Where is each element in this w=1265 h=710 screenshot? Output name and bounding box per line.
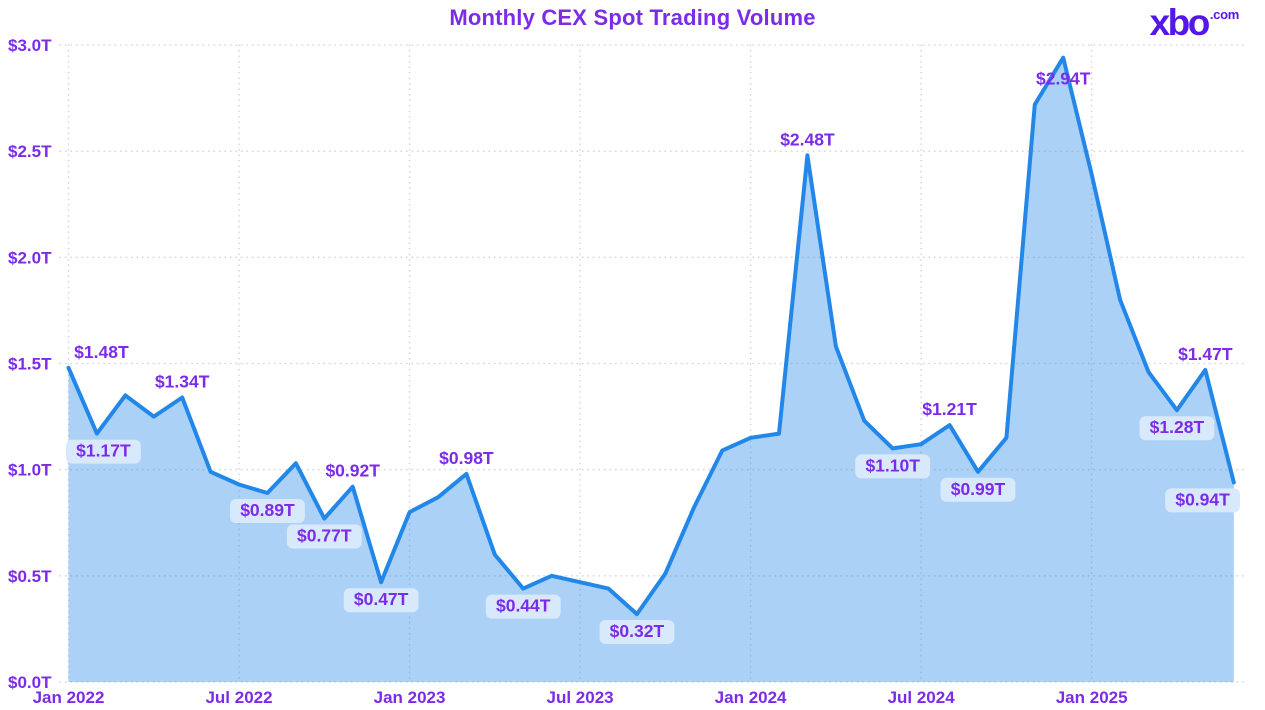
x-axis-label: Jan 2025 xyxy=(1056,688,1128,707)
data-label: $1.10T xyxy=(865,455,920,475)
y-axis-label: $0.5T xyxy=(8,567,52,586)
data-label: $0.44T xyxy=(496,596,551,616)
data-label-pill xyxy=(1165,488,1240,513)
data-label: $0.92T xyxy=(325,461,380,481)
data-label-pill xyxy=(1139,416,1215,441)
data-label: $1.47T xyxy=(1178,344,1233,364)
y-axis-label: $1.5T xyxy=(8,355,52,374)
data-label: $2.94T xyxy=(1036,69,1091,89)
data-label-pill xyxy=(230,499,305,524)
xbo-logo-name: xbo xyxy=(1149,2,1211,43)
data-label: $0.32T xyxy=(610,621,665,641)
x-axis-label: Jan 2023 xyxy=(374,688,446,707)
data-label: $1.28T xyxy=(1150,417,1205,437)
data-label: $0.89T xyxy=(240,500,295,520)
xbo-logo-tld: .com xyxy=(1209,7,1239,22)
data-label: $2.48T xyxy=(780,129,835,149)
data-label: $0.94T xyxy=(1175,489,1230,509)
volume-area xyxy=(68,57,1234,682)
data-label-pill xyxy=(343,588,419,613)
data-label: $1.21T xyxy=(922,399,977,419)
x-axis-label: Jan 2024 xyxy=(715,688,787,707)
data-label-pill xyxy=(66,439,141,464)
volume-line xyxy=(66,55,1236,617)
data-label: $0.47T xyxy=(354,589,409,609)
chart-title: Monthly CEX Spot Trading Volume xyxy=(449,5,816,30)
data-label: $1.17T xyxy=(76,441,131,461)
x-axis-label: Jan 2022 xyxy=(33,688,105,707)
x-axis-label: Jul 2023 xyxy=(547,688,614,707)
y-axis-label: $3.0T xyxy=(8,36,52,55)
y-axis-label: $1.0T xyxy=(8,461,52,480)
data-label-pill xyxy=(599,620,675,645)
data-label: $1.34T xyxy=(155,371,210,391)
xbo-logo: xbo .com xyxy=(1149,2,1240,43)
data-label-pill xyxy=(485,594,561,619)
x-axis-label: Jul 2024 xyxy=(888,688,956,707)
y-axis-label: $2.0T xyxy=(8,248,52,267)
data-label: $1.48T xyxy=(74,342,129,362)
data-label: $0.99T xyxy=(951,479,1006,499)
data-label-pill xyxy=(940,477,1016,502)
data-label-pill xyxy=(855,454,931,479)
y-axis-label: $2.5T xyxy=(8,142,52,161)
data-label: $0.77T xyxy=(297,526,352,546)
y-axis-label: $0.0T xyxy=(8,673,52,692)
data-label-pill xyxy=(286,524,362,549)
x-axis-label: Jul 2022 xyxy=(205,688,272,707)
data-label: $0.98T xyxy=(439,448,494,468)
